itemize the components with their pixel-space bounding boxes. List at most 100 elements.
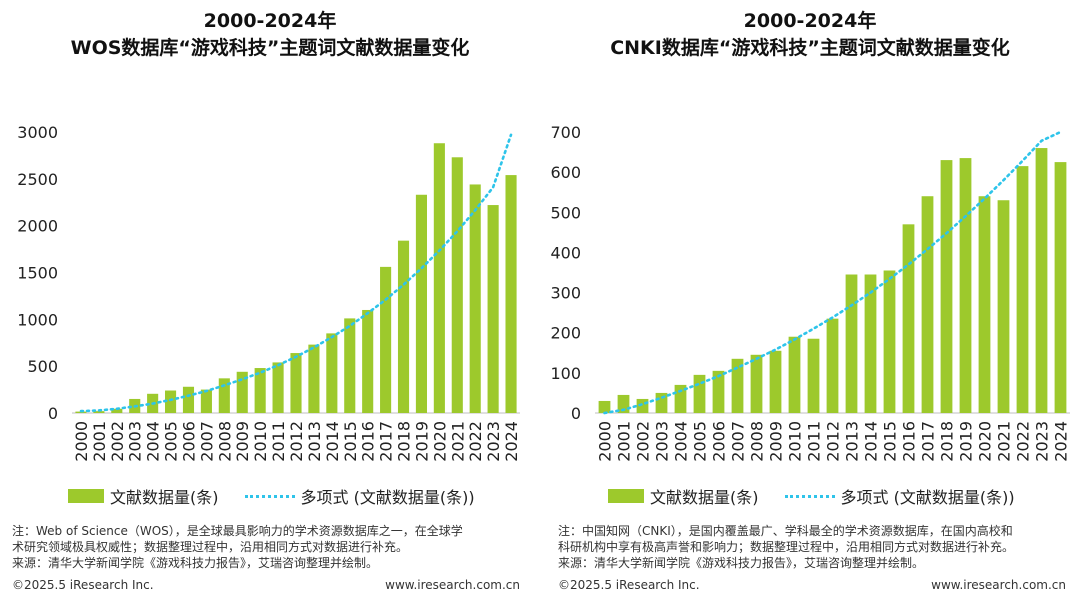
bar xyxy=(469,184,481,413)
x-tick-label: 2008 xyxy=(748,421,767,462)
x-tick-label: 2005 xyxy=(162,421,181,462)
bar xyxy=(254,368,266,413)
y-tick-label: 200 xyxy=(550,324,581,343)
bar xyxy=(415,194,427,413)
x-tick-label: 2020 xyxy=(976,421,995,462)
bar xyxy=(1016,166,1029,413)
y-tick-label: 500 xyxy=(27,357,58,376)
bar xyxy=(940,160,953,413)
legend-trend-swatch xyxy=(784,494,835,498)
x-tick-label: 2002 xyxy=(634,421,653,462)
x-tick-label: 2007 xyxy=(729,421,748,462)
bar xyxy=(290,353,302,413)
bar xyxy=(397,240,410,413)
wos-title-line2: WOS数据库“游戏科技”主题词文献数据量变化 xyxy=(70,37,470,59)
x-tick-label: 2019 xyxy=(957,421,976,462)
x-tick-label: 2000 xyxy=(72,421,91,462)
bar xyxy=(433,143,445,414)
legend-trend-swatch xyxy=(244,494,295,498)
bar xyxy=(674,384,687,413)
bar xyxy=(505,175,517,413)
x-tick-label: 2004 xyxy=(672,421,691,462)
y-tick-label: 300 xyxy=(550,284,581,303)
bar xyxy=(750,354,763,413)
bar xyxy=(693,374,706,413)
x-tick-label: 2002 xyxy=(108,421,127,462)
cnki-legend-bar-item: 文献数据量(条) xyxy=(608,484,759,508)
wos-panel: 2000-2024年 WOS数据库“游戏科技”主题词文献数据量变化 0 500 10… xyxy=(12,10,521,592)
x-tick-label: 2024 xyxy=(1052,421,1071,462)
x-tick-label: 2013 xyxy=(843,421,862,462)
x-tick-label: 2017 xyxy=(919,421,938,462)
bar xyxy=(362,309,374,413)
bar xyxy=(326,333,338,413)
bar xyxy=(978,196,991,413)
y-tick-label: 400 xyxy=(550,243,581,262)
website-link[interactable]: www.iresearch.com.cn xyxy=(385,578,520,592)
copyright-text: ©2025.5 iResearch Inc. xyxy=(558,578,700,592)
x-tick-label: 2007 xyxy=(197,421,216,462)
x-tick-label: 2015 xyxy=(881,421,900,462)
x-tick-label: 2010 xyxy=(786,421,805,462)
bar xyxy=(636,398,649,413)
x-tick-label: 2005 xyxy=(691,421,710,462)
bar xyxy=(487,205,499,413)
x-tick-label: 2024 xyxy=(502,421,521,462)
cnki-title-line1: 2000-2024年 xyxy=(743,10,877,32)
bar xyxy=(308,344,320,413)
bar xyxy=(902,224,915,413)
x-tick-label: 2001 xyxy=(90,421,109,462)
bar xyxy=(236,371,248,413)
cnki-legend: 文献数据量(条) 多项式 (文献数据量(条)) xyxy=(608,484,1041,508)
bar xyxy=(272,362,284,413)
x-tick-label: 2018 xyxy=(395,421,414,462)
bar xyxy=(200,389,212,413)
y-tick-label: 0 xyxy=(571,404,581,423)
y-tick-label: 0 xyxy=(48,404,58,423)
bar xyxy=(598,400,611,413)
x-tick-label: 2006 xyxy=(179,421,198,462)
website-link[interactable]: www.iresearch.com.cn xyxy=(931,578,1066,592)
x-tick-label: 2012 xyxy=(824,421,843,462)
wos-title-line1: 2000-2024年 xyxy=(203,10,337,32)
x-tick-label: 2014 xyxy=(862,421,881,462)
bar xyxy=(997,200,1010,413)
bar xyxy=(1054,162,1067,413)
x-tick-label: 2014 xyxy=(323,421,342,462)
trendline xyxy=(603,130,1062,415)
bar xyxy=(380,266,392,413)
bar xyxy=(864,274,877,413)
legend-bar-swatch xyxy=(68,489,104,503)
x-tick-label: 2021 xyxy=(995,421,1014,462)
x-tick-label: 2010 xyxy=(251,421,270,462)
y-tick-label: 1500 xyxy=(17,264,58,283)
y-tick-label: 100 xyxy=(550,364,581,383)
cnki-title-line2: CNKI数据库“游戏科技”主题词文献数据量变化 xyxy=(610,37,1010,59)
bar xyxy=(165,390,177,413)
copyright-text: ©2025.5 iResearch Inc. xyxy=(12,578,154,592)
wos-legend-bar-label: 文献数据量(条) xyxy=(110,488,219,507)
y-tick-label: 2500 xyxy=(17,170,58,189)
bar xyxy=(1035,148,1048,414)
x-tick-label: 2017 xyxy=(377,421,396,462)
x-tick-label: 2023 xyxy=(1033,421,1052,462)
x-tick-label: 2020 xyxy=(430,421,449,462)
wos-source-line: 来源：清华大学新闻学院《游戏科技力报告》，艾瑞咨询整理并绘制。 xyxy=(12,556,379,570)
x-tick-label: 2022 xyxy=(466,421,485,462)
cnki-note-line: 注：中国知网（CNKI），是国内覆盖最广、学科最全的学术资源数据库，在国内高校和 xyxy=(558,524,1013,538)
cnki-note-line: 科研机构中享有极高声誉和影响力；数据整理过程中，沿用相同方式对数据进行补充。 xyxy=(558,540,1015,554)
y-tick-label: 600 xyxy=(550,163,581,182)
bar xyxy=(883,270,896,413)
legend-bar-swatch xyxy=(608,489,644,503)
wos-note-line: 注：Web of Science（WOS），是全球最具影响力的学术资源数据库之一… xyxy=(12,524,463,538)
x-tick-label: 2018 xyxy=(938,421,957,462)
x-tick-label: 2009 xyxy=(233,421,252,462)
wos-legend-trend-item: 多项式 (文献数据量(条)) xyxy=(244,484,475,508)
y-tick-label: 500 xyxy=(550,203,581,222)
bar xyxy=(921,196,934,413)
wos-legend-bar-item: 文献数据量(条) xyxy=(68,484,219,508)
x-tick-label: 2011 xyxy=(805,421,824,462)
wos-legend-trend-label: 多项式 (文献数据量(条)) xyxy=(300,488,475,507)
bar xyxy=(451,157,463,413)
